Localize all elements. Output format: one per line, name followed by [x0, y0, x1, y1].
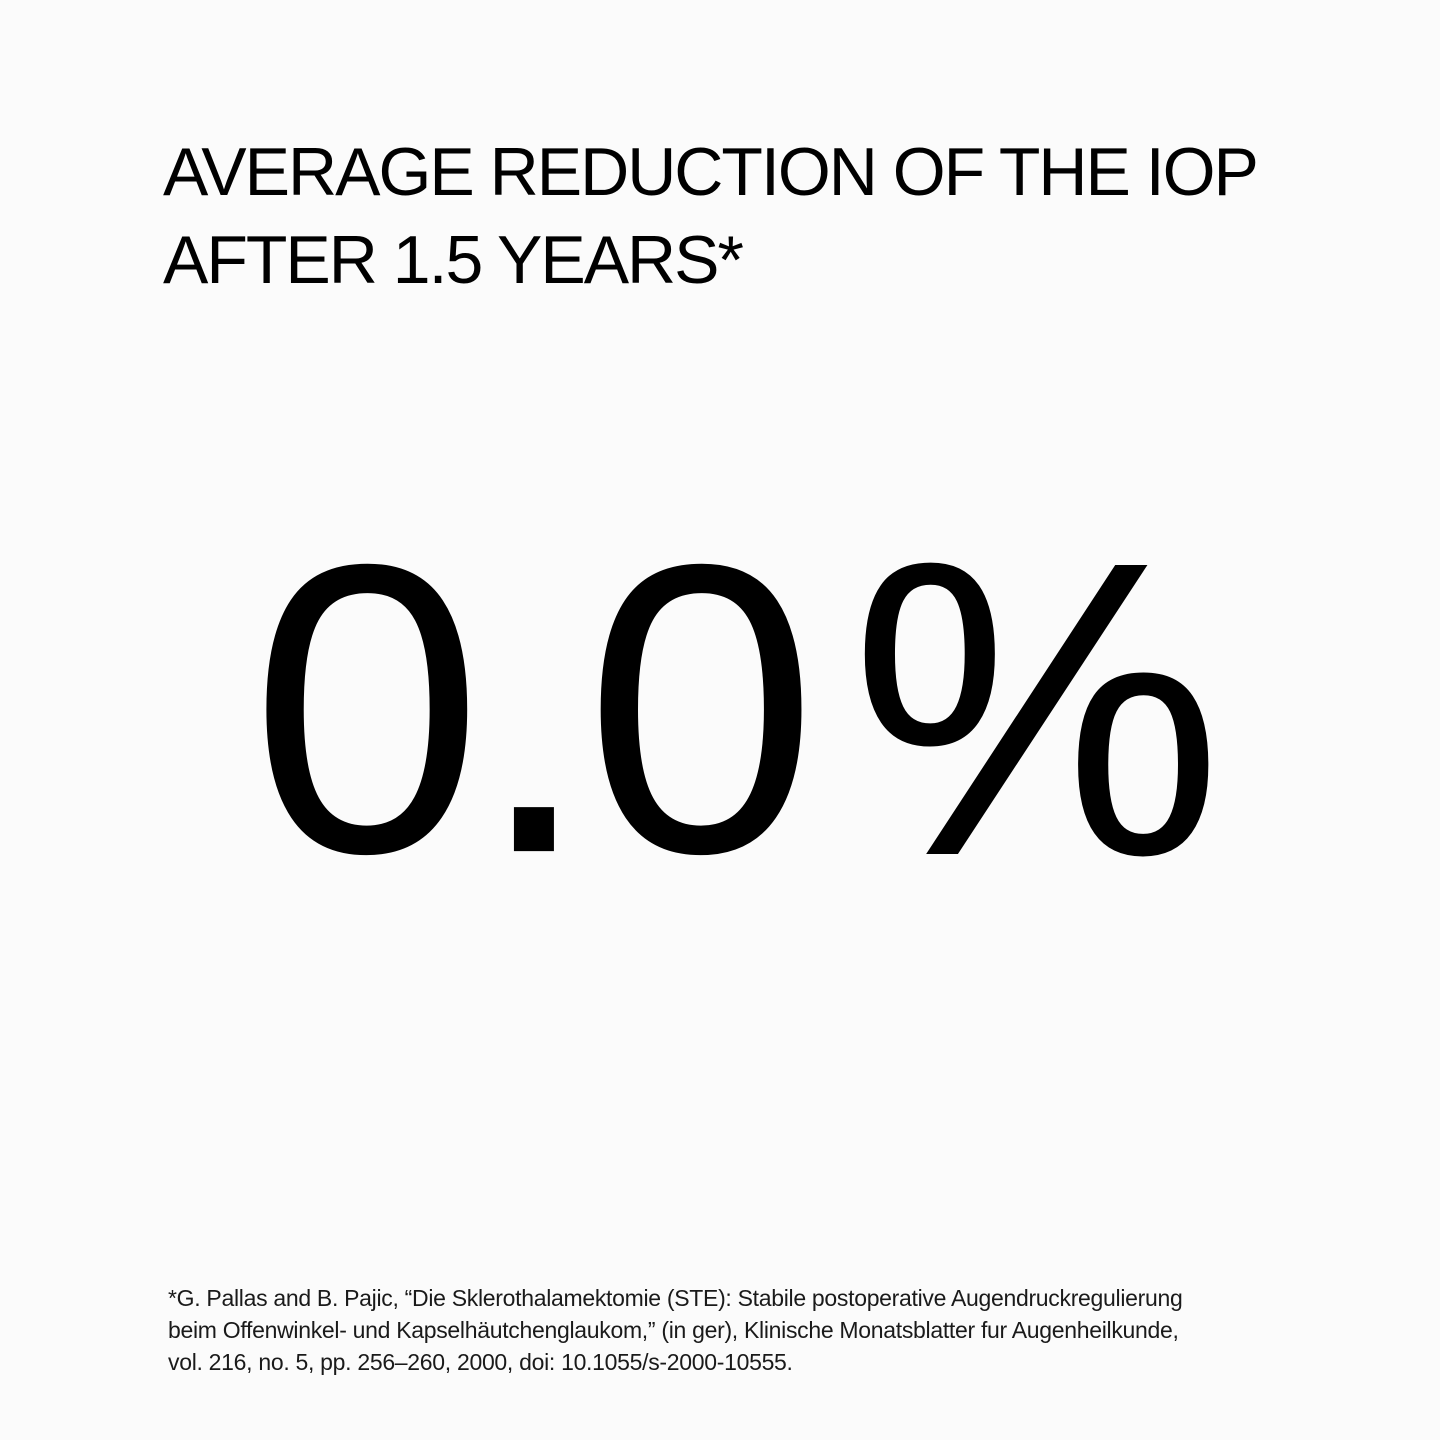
footnote-line-1: *G. Pallas and B. Pajic, “Die Sklerothal…	[168, 1285, 1183, 1311]
reduction-stat: 0.0%	[250, 470, 1410, 950]
citation-footnote: *G. Pallas and B. Pajic, “Die Sklerothal…	[168, 1282, 1288, 1378]
title-line-2: AFTER 1.5 YEARS*	[163, 222, 744, 298]
footnote-line-2: beim Offenwinkel- und Kapselhäutchenglau…	[168, 1317, 1179, 1343]
reduction-value: 0.0	[250, 479, 818, 940]
title-line-1: AVERAGE REDUCTION OF THE IOP	[163, 134, 1259, 210]
percent-unit: %	[849, 475, 1223, 944]
page-title: AVERAGE REDUCTION OF THE IOP AFTER 1.5 Y…	[163, 128, 1313, 304]
footnote-line-3: vol. 216, no. 5, pp. 256–260, 2000, doi:…	[168, 1349, 793, 1375]
